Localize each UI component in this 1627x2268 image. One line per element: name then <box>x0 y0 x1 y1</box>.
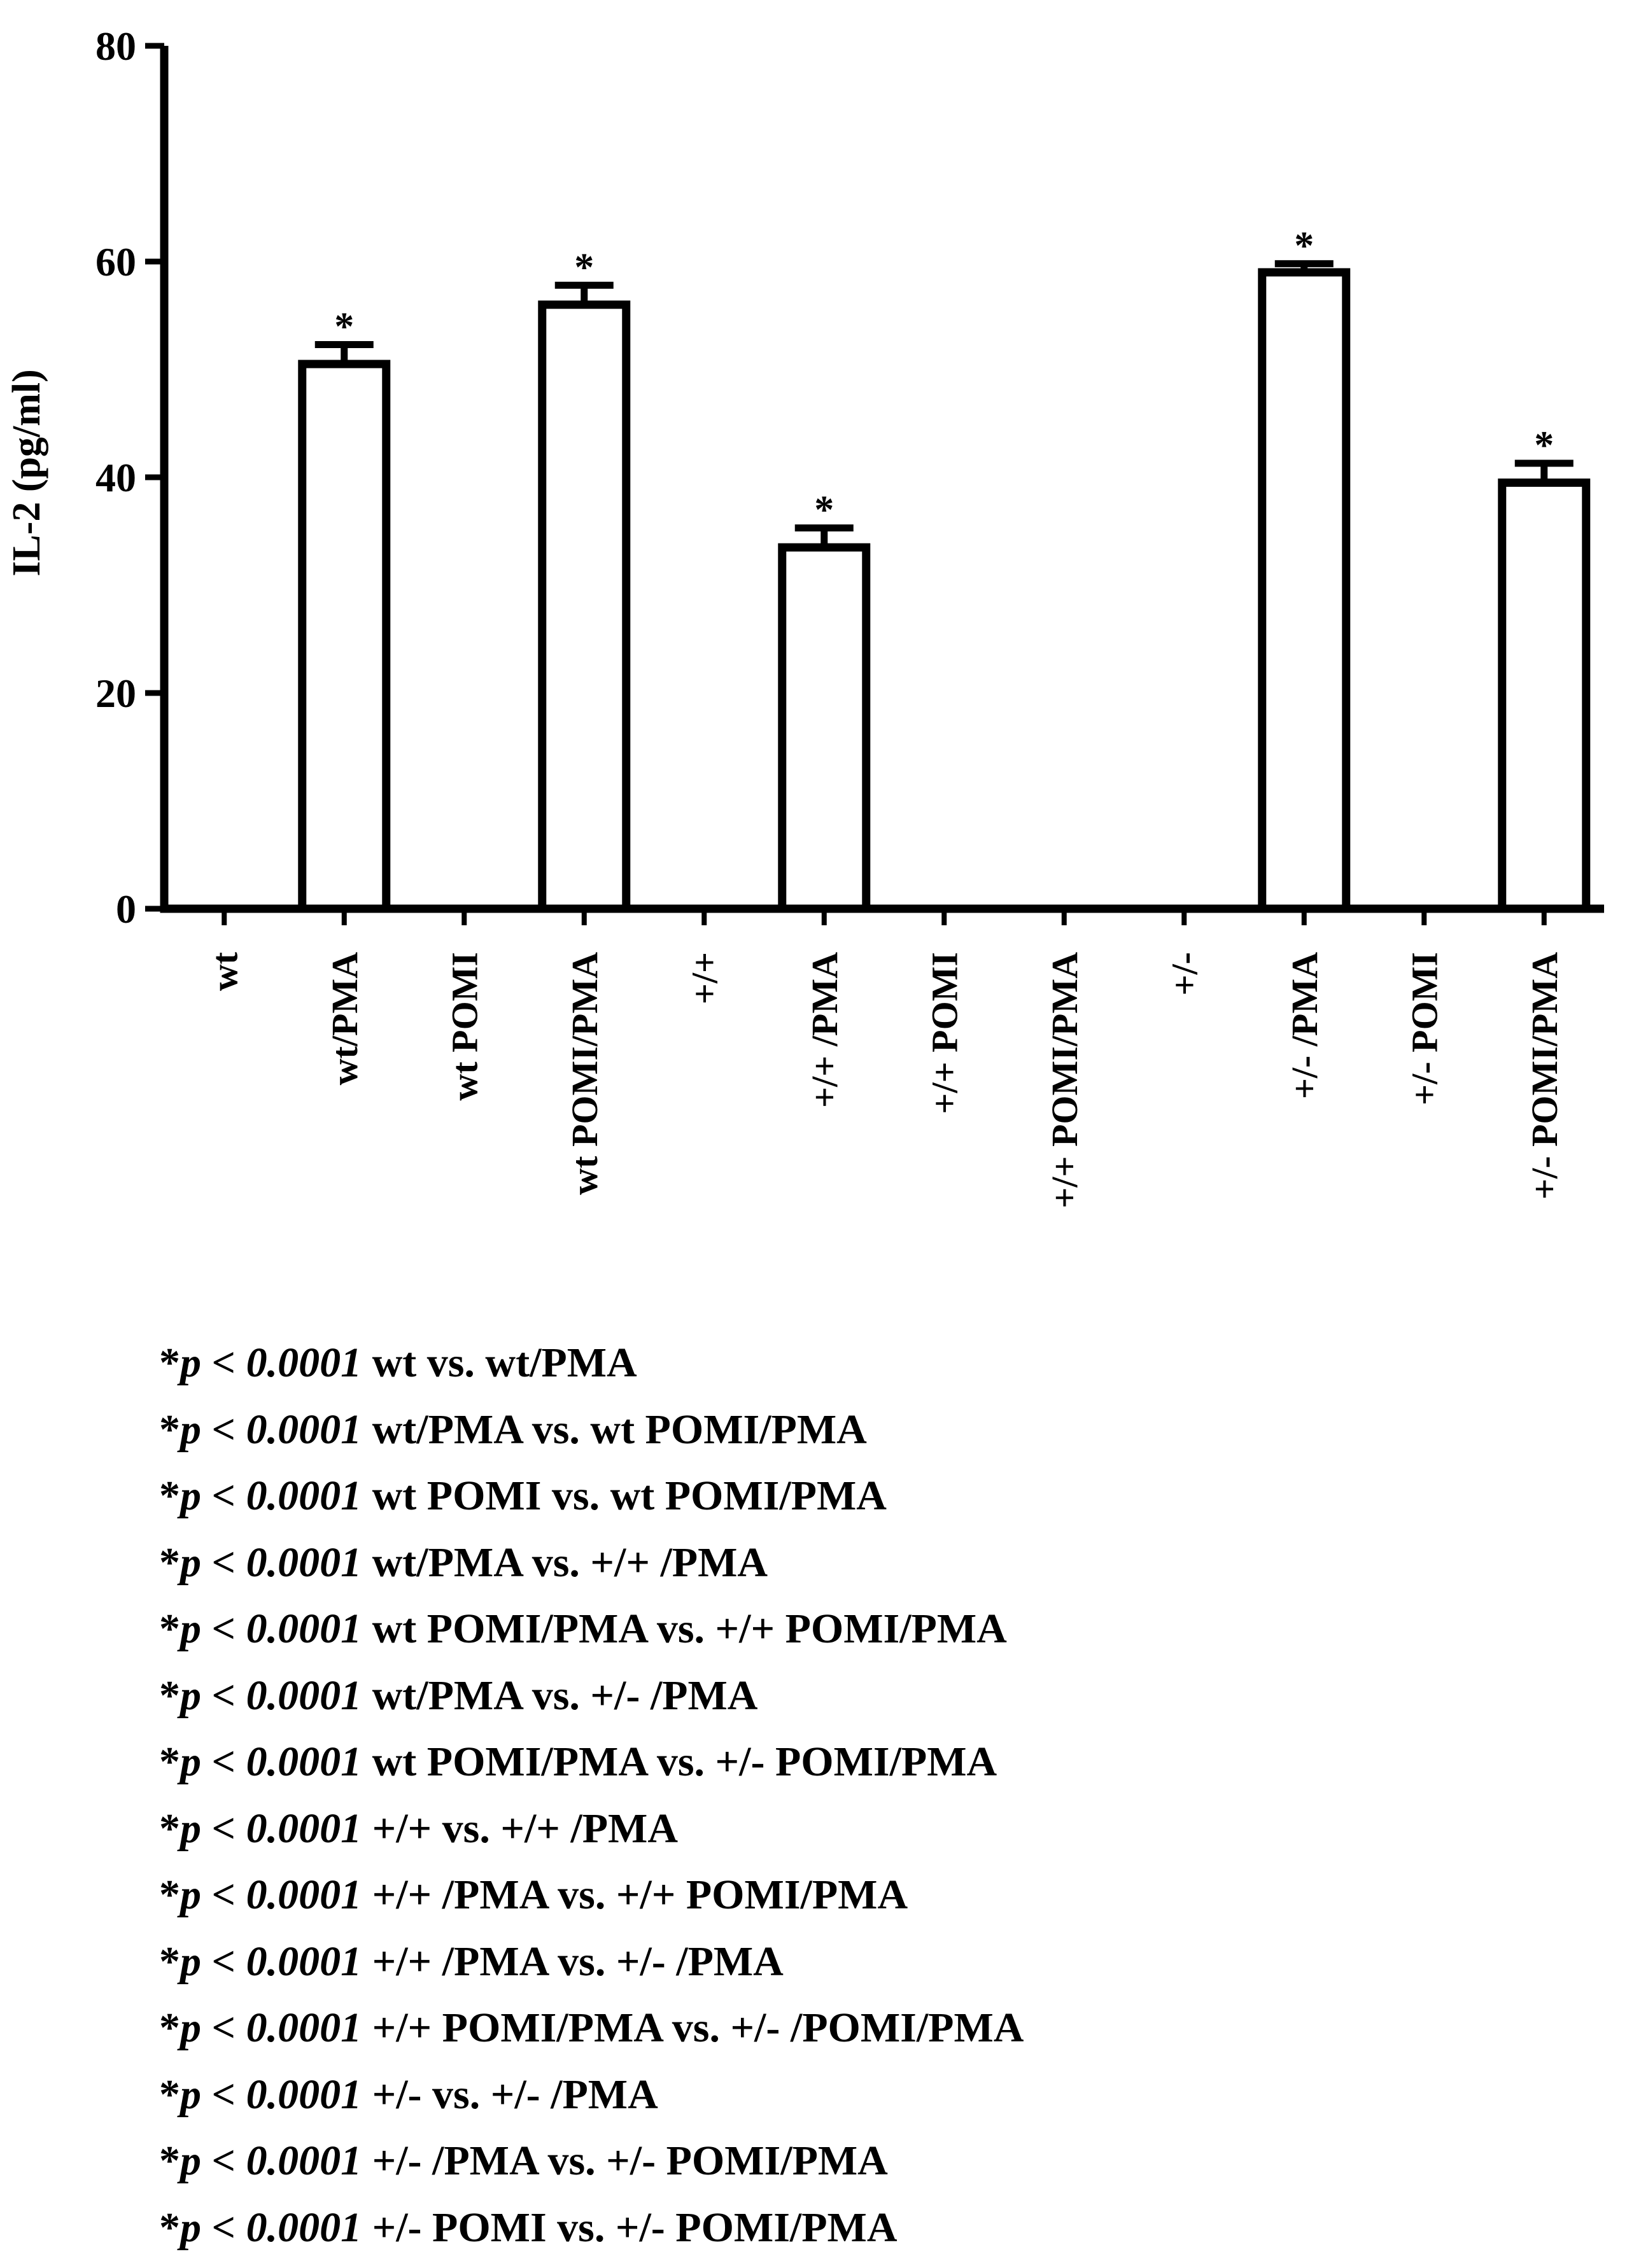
footnote-line: *p < 0.0001 wt/PMA vs. +/- /PMA <box>159 1663 1024 1730</box>
footnote-p-value: p < 0.0001 <box>180 1872 362 1918</box>
footnote-line: *p < 0.0001 wt POMI vs. wt POMI/PMA <box>159 1463 1024 1530</box>
footnote-line: *p < 0.0001 wt/PMA vs. wt POMI/PMA <box>159 1397 1024 1464</box>
x-tick-label: +/- /PMA <box>1284 952 1325 1099</box>
y-tick-label: 20 <box>95 671 136 716</box>
y-axis: 0 20 40 60 80 <box>95 24 169 932</box>
footnote-star: * <box>159 2005 180 2051</box>
footnote-comparison: +/- vs. +/- /PMA <box>362 2071 658 2118</box>
footnote-line: *p < 0.0001 +/+ /PMA vs. +/- /PMA <box>159 1929 1024 1996</box>
y-tick-label: 0 <box>116 886 136 932</box>
footnote-comparison: +/- /PMA vs. +/- POMI/PMA <box>362 2138 888 2184</box>
footnote-comparison: +/- POMI vs. +/- POMI/PMA <box>362 2204 898 2251</box>
bar <box>1498 478 1591 913</box>
x-tick-label: +/+ <box>684 952 725 1004</box>
footnote-star: * <box>159 1739 180 1785</box>
footnote-star: * <box>159 2138 180 2184</box>
y-axis-label: IL-2 (pg/ml) <box>5 369 48 577</box>
footnote-star: * <box>159 1672 180 1719</box>
footnote-comparison: wt POMI/PMA vs. +/+ POMI/PMA <box>362 1606 1007 1652</box>
significance-marker: * <box>1534 424 1554 467</box>
footnote-star: * <box>159 1340 180 1386</box>
y-tick-label: 80 <box>95 24 136 69</box>
footnote-comparison: +/+ /PMA vs. +/- /PMA <box>362 1938 784 1985</box>
footnote-comparison: wt/PMA vs. +/- /PMA <box>362 1672 758 1719</box>
significance-marker: * <box>334 305 354 349</box>
x-tick-label: +/- POMI <box>1404 952 1445 1105</box>
footnote-line: *p < 0.0001 wt POMI/PMA vs. +/- POMI/PMA <box>159 1729 1024 1796</box>
significance-footnotes: *p < 0.0001 wt vs. wt/PMA *p < 0.0001 wt/… <box>159 1330 1024 2261</box>
footnote-comparison: wt POMI vs. wt POMI/PMA <box>362 1473 887 1519</box>
significance-marker: * <box>814 489 834 532</box>
bars: * * * * * <box>298 224 1591 913</box>
x-tick-label: +/- <box>1164 952 1205 995</box>
footnote-p-value: p < 0.0001 <box>180 2005 362 2051</box>
footnote-star: * <box>159 1539 180 1586</box>
x-tick-label: wt POMI/PMA <box>564 952 605 1195</box>
footnote-star: * <box>159 2071 180 2118</box>
footnote-line: *p < 0.0001 +/- vs. +/- /PMA <box>159 2062 1024 2129</box>
footnote-p-value: p < 0.0001 <box>180 1473 362 1519</box>
footnote-comparison: +/+ vs. +/+ /PMA <box>362 1805 679 1852</box>
footnote-p-value: p < 0.0001 <box>180 1606 362 1652</box>
footnote-p-value: p < 0.0001 <box>180 1406 362 1453</box>
footnote-star: * <box>159 1938 180 1985</box>
footnote-star: * <box>159 1473 180 1519</box>
x-tick-labels: wt wt/PMA wt POMI wt POMI/PMA +/+ +/+ /PMA +/+… <box>204 951 1565 1208</box>
bar <box>538 300 631 913</box>
footnote-p-value: p < 0.0001 <box>180 1739 362 1785</box>
footnote-star: * <box>159 1872 180 1918</box>
footnote-p-value: p < 0.0001 <box>180 2138 362 2184</box>
footnote-line: *p < 0.0001 wt POMI/PMA vs. +/+ POMI/PMA <box>159 1596 1024 1663</box>
significance-marker: * <box>574 246 594 289</box>
bar-chart: 0 20 40 60 80 * * * * * wt wt/PMA wt POMI wt POMI/P… <box>5 24 1604 1208</box>
footnote-comparison: wt/PMA vs. +/+ /PMA <box>362 1539 768 1586</box>
footnote-line: *p < 0.0001 wt vs. wt/PMA <box>159 1330 1024 1397</box>
footnote-line: *p < 0.0001 +/+ /PMA vs. +/+ POMI/PMA <box>159 1862 1024 1929</box>
footnote-star: * <box>159 1406 180 1453</box>
bar <box>298 360 391 913</box>
significance-marker: * <box>1294 224 1314 267</box>
y-tick-label: 40 <box>95 455 136 500</box>
footnote-line: *p < 0.0001 wt/PMA vs. +/+ /PMA <box>159 1530 1024 1597</box>
footnote-star: * <box>159 1606 180 1652</box>
footnote-line: *p < 0.0001 +/+ POMI/PMA vs. +/- /POMI/P… <box>159 1995 1024 2062</box>
footnote-p-value: p < 0.0001 <box>180 1805 362 1852</box>
footnote-p-value: p < 0.0001 <box>180 1539 362 1586</box>
footnote-star: * <box>159 1805 180 1852</box>
bar <box>778 543 871 913</box>
x-tick-label: wt/PMA <box>324 952 365 1085</box>
y-tick-label: 60 <box>95 239 136 284</box>
footnote-p-value: p < 0.0001 <box>180 2071 362 2118</box>
footnote-p-value: p < 0.0001 <box>180 1672 362 1719</box>
footnote-line: *p < 0.0001 +/- POMI vs. +/- POMI/PMA <box>159 2195 1024 2262</box>
footnote-line: *p < 0.0001 +/- /PMA vs. +/- POMI/PMA <box>159 2128 1024 2195</box>
x-tick-label: wt POMI <box>444 952 485 1101</box>
footnote-p-value: p < 0.0001 <box>180 1938 362 1985</box>
footnote-comparison: wt vs. wt/PMA <box>362 1340 637 1386</box>
footnote-comparison: +/+ /PMA vs. +/+ POMI/PMA <box>362 1872 908 1918</box>
x-tick-label: wt <box>204 951 245 991</box>
footnote-comparison: wt POMI/PMA vs. +/- POMI/PMA <box>362 1739 997 1785</box>
bar <box>1258 268 1351 913</box>
x-tick-label: +/- POMI/PMA <box>1524 952 1565 1200</box>
footnote-p-value: p < 0.0001 <box>180 1340 362 1386</box>
x-tick-label: +/+ POMI <box>924 952 965 1114</box>
footnote-star: * <box>159 2204 180 2251</box>
x-tick-label: +/+ /PMA <box>804 952 845 1108</box>
x-tick-label: +/+ POMI/PMA <box>1044 952 1085 1208</box>
footnote-comparison: +/+ POMI/PMA vs. +/- /POMI/PMA <box>362 2005 1024 2051</box>
footnote-p-value: p < 0.0001 <box>180 2204 362 2251</box>
footnote-comparison: wt/PMA vs. wt POMI/PMA <box>362 1406 867 1453</box>
footnote-line: *p < 0.0001 +/+ vs. +/+ /PMA <box>159 1796 1024 1863</box>
